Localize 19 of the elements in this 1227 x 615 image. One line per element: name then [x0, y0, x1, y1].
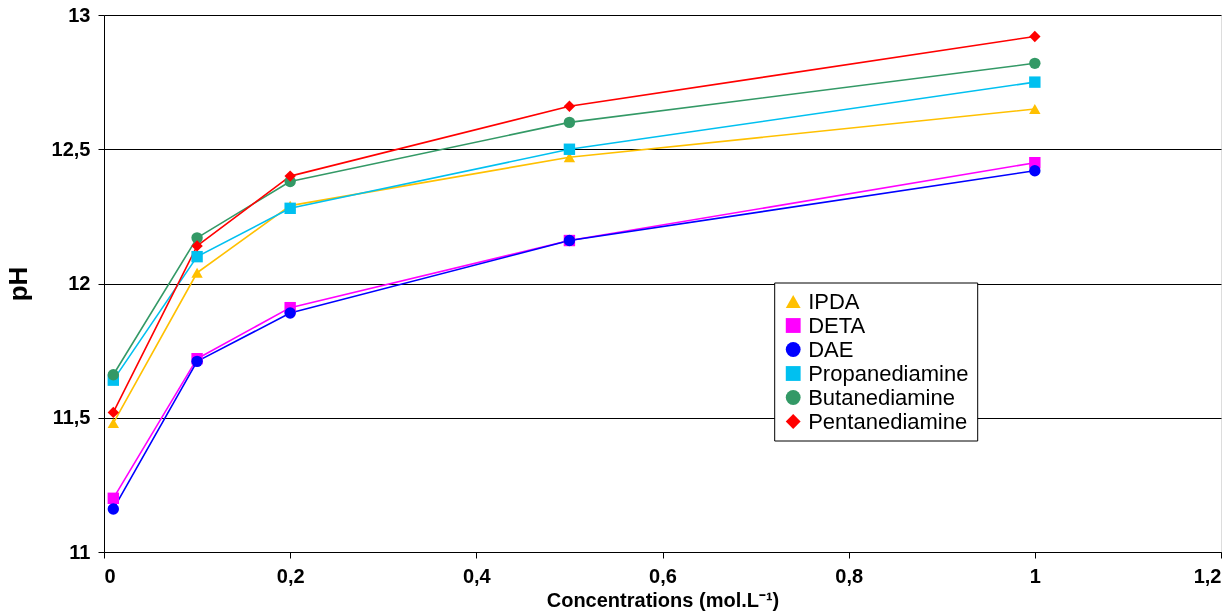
x-tick-label: 1,2: [1193, 564, 1222, 587]
y-axis-title: pH: [2, 266, 33, 302]
x-tick-label: 0,4: [462, 564, 492, 587]
x-tick-label: 0: [104, 564, 116, 587]
x-tick-label: 0,8: [835, 564, 864, 587]
y-tick-label: 13: [68, 3, 91, 26]
x-tick-label: 1: [1029, 564, 1041, 587]
x-axis-title: Concentrations (mol.L⁻¹): [546, 588, 780, 611]
legend-label: Propanediamine: [808, 360, 969, 386]
legend-label: DAE: [808, 336, 854, 362]
y-tick-label: 11: [69, 540, 91, 563]
y-tick-label: 12,5: [51, 137, 91, 160]
legend-label: DETA: [808, 312, 866, 338]
y-tick-label: 12: [68, 272, 91, 294]
x-tick-label: 0,6: [649, 564, 677, 587]
legend-label: Pentanediamine: [808, 408, 968, 434]
y-tick-label: 11,5: [52, 406, 91, 429]
x-tick-label: 0,2: [276, 564, 305, 587]
legend-label: IPDA: [808, 288, 860, 314]
